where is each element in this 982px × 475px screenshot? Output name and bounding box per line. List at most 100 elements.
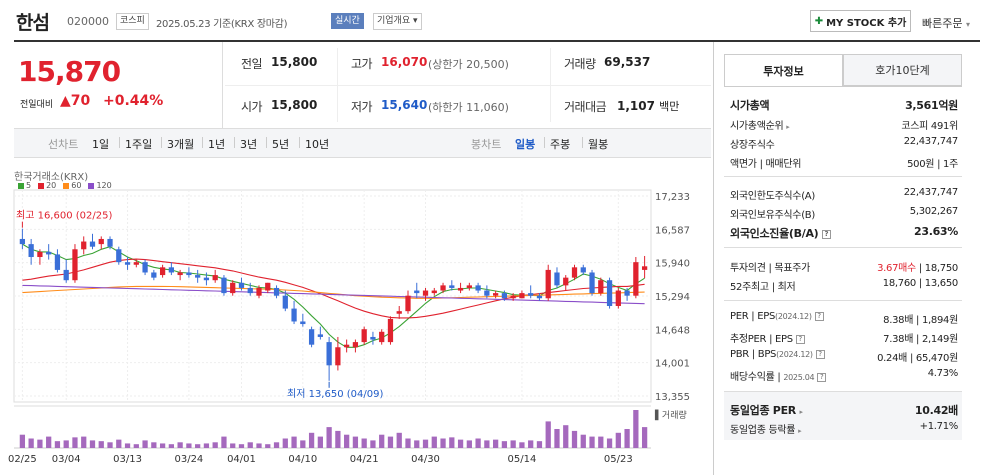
candle-body [493, 293, 499, 296]
tab-separator [582, 137, 583, 148]
volume-bar [89, 440, 96, 448]
volume-bar [133, 444, 139, 448]
candle-body [317, 334, 323, 337]
legend-label: 5 [26, 181, 32, 190]
tab-separator [234, 137, 235, 148]
up-triangle-icon: ▲ [60, 93, 71, 109]
tab-period-3[interactable]: 1년 [208, 138, 226, 151]
industry-per-value: 10.42배 [914, 404, 958, 417]
candle-body [37, 251, 43, 258]
volume-bar [177, 442, 183, 448]
candle-body [19, 238, 26, 245]
candle-body [387, 318, 394, 343]
volume-bar [563, 425, 569, 448]
foreign-ratio-value: 23.63% [913, 225, 958, 238]
industry-rate-label[interactable]: 동일업종 등락률 ▸ [730, 425, 802, 436]
candle-body [72, 249, 78, 281]
tab-period-5[interactable]: 5년 [272, 138, 290, 151]
candle-body [457, 287, 464, 291]
candle-body [273, 287, 280, 296]
ma-line-120 [22, 284, 645, 305]
volume-bar [203, 443, 210, 448]
volume-bar [54, 441, 61, 448]
tab-period-1[interactable]: 1주일 [125, 138, 153, 151]
tab-invest-info[interactable]: 투자정보 [724, 54, 843, 86]
x-tick-label: 05/14 [508, 454, 537, 465]
candle-body [335, 347, 341, 366]
opinion-value: 3.67매수 | 18,750 [877, 263, 958, 274]
legend-swatch [38, 182, 45, 189]
volume-bar [265, 444, 271, 448]
chevron-right-icon: ▸ [798, 427, 802, 435]
y-tick-label: 16,587 [655, 225, 690, 236]
tab-candle-2[interactable]: 월봉 [588, 138, 609, 151]
ma-legend-item: 60 [63, 181, 81, 190]
corp-info-dropdown[interactable]: 기업개요 ▾ [373, 13, 422, 30]
market-cap-label: 시가총액 [730, 99, 770, 112]
realtime-button[interactable]: 실시간 [331, 13, 364, 29]
candle-body [256, 287, 262, 296]
tab-period-6[interactable]: 10년 [305, 138, 330, 151]
change-value: ▲70 [60, 93, 91, 109]
candle-body [422, 290, 429, 296]
amount-label: 거래대금 [564, 100, 607, 114]
x-tick-label: 04/30 [411, 454, 440, 465]
industry-per-label[interactable]: 동일업종 PER ▸ [730, 404, 803, 417]
volume-bar [230, 443, 236, 448]
stock-chart[interactable]: 17,233 16,587 15,940 15,294 14,648 14,001 13,3… [0, 186, 712, 475]
volume-bar [195, 444, 201, 448]
candle-body [308, 329, 315, 345]
volume-bar [624, 429, 630, 448]
candle-body [606, 280, 613, 307]
cap-rank-label[interactable]: 시가총액순위 ▸ [730, 121, 790, 132]
tab-candle-0[interactable]: 일봉 [515, 138, 536, 151]
est-per-value: 7.38배 | 2,149원 [883, 334, 958, 345]
cap-rank-value: 코스피 491위 [901, 121, 958, 132]
x-tick-label: 05/23 [604, 454, 633, 465]
volume-bar [466, 440, 472, 448]
tab-candle-1[interactable]: 주봉 [550, 138, 571, 151]
volume-bar [431, 436, 437, 448]
volume-bar [493, 439, 499, 448]
pbr-value: 0.24배 | 65,470원 [877, 353, 958, 364]
candle-body [98, 238, 104, 245]
help-icon[interactable]: ? [814, 311, 824, 321]
divider [724, 391, 962, 392]
ma-legend: 5 20 60 120 [18, 181, 112, 190]
candle-body [641, 266, 648, 270]
candle-body [168, 267, 174, 273]
candle-body [484, 290, 490, 296]
exchange-label: 한국거래소(KRX) [14, 172, 89, 183]
upper-limit: (상한가 20,500) [428, 58, 509, 71]
tab-orderbook[interactable]: 호가10단계 [843, 54, 962, 86]
candle-body [449, 285, 455, 288]
tab-separator [299, 137, 300, 148]
candle-body [563, 277, 569, 286]
candle-body [431, 290, 437, 294]
est-per-label: 추정PER | EPS ? [730, 330, 805, 345]
help-icon[interactable]: ? [795, 334, 805, 344]
candle-body [46, 251, 52, 255]
tab-separator [119, 137, 120, 148]
help-icon[interactable]: ? [815, 349, 825, 359]
high-label: 고가 [351, 57, 373, 71]
help-icon[interactable]: ? [817, 372, 827, 382]
volume-bar [37, 439, 43, 448]
candle-body [580, 267, 586, 273]
tab-period-2[interactable]: 3개월 [167, 138, 195, 151]
quick-order-link[interactable]: 빠른주문 ▾ [922, 15, 970, 31]
my-stock-add-button[interactable]: ✚ MY STOCK 추가 [810, 10, 911, 32]
divider [724, 86, 962, 87]
candle-body [133, 262, 139, 265]
legend-swatch [18, 182, 24, 189]
x-tick-label: 02/25 [8, 454, 37, 465]
tab-period-0[interactable]: 1일 [92, 138, 110, 151]
help-icon[interactable]: ? [821, 229, 831, 239]
change-pct: +0.44% [103, 93, 164, 109]
low-annotation: 최저 13,650 (04/09) [287, 388, 383, 400]
y-tick-label: 17,233 [655, 192, 690, 203]
par-label: 액면가 | 매매단위 [730, 159, 802, 170]
candle-body [159, 267, 166, 276]
tab-period-4[interactable]: 3년 [240, 138, 258, 151]
high-annotation: 최고 16,600 (02/25) [16, 210, 112, 222]
